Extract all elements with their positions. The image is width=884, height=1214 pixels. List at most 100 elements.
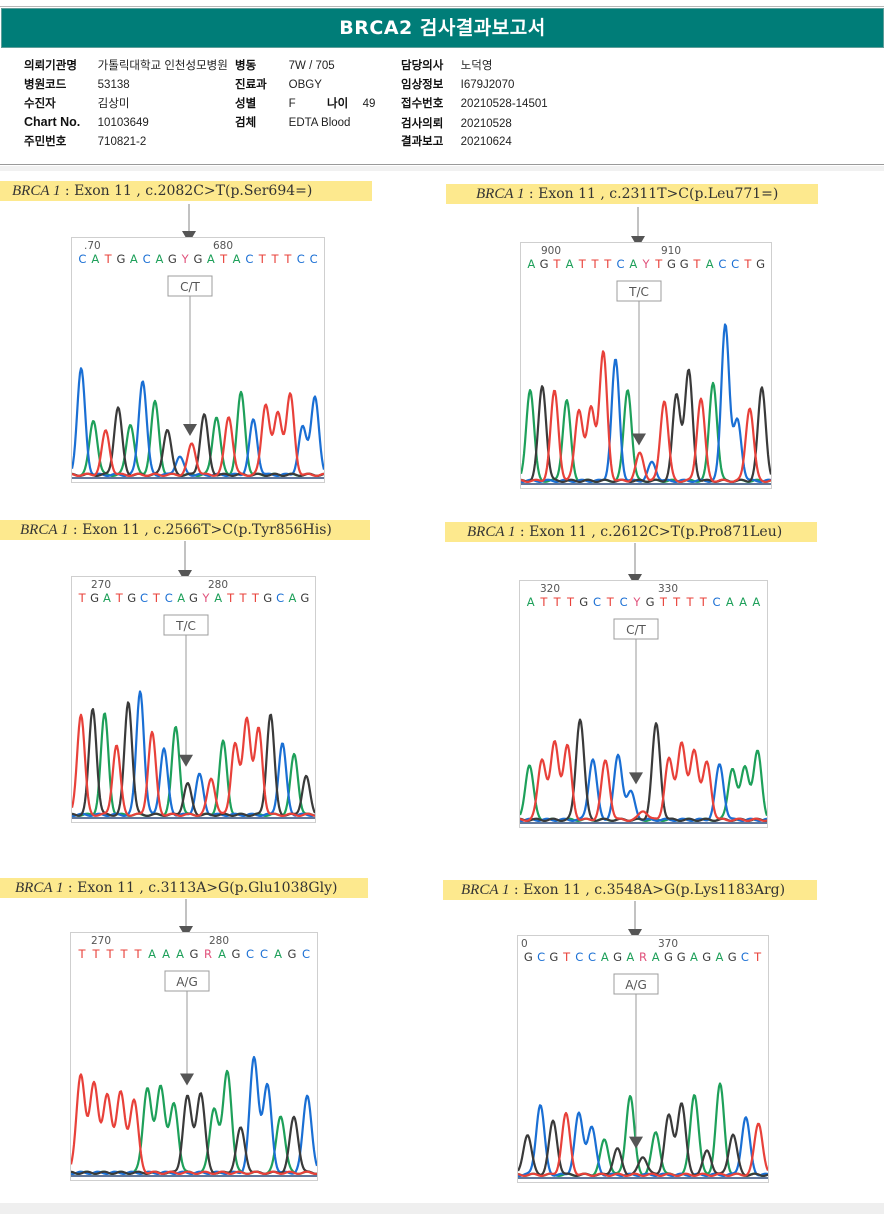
position-tick-label: 280 <box>209 935 229 947</box>
field-label: 병동 <box>235 58 257 72</box>
base-call-letter: G <box>549 950 558 964</box>
base-call-letter: G <box>702 950 711 964</box>
position-tick-label: 270 <box>91 579 111 591</box>
variant-description: : Exon 11 , c.2311T>C(p.Leu771=) <box>524 186 779 202</box>
base-call-letter: G <box>263 591 272 605</box>
base-call-letter: T <box>226 591 235 605</box>
base-call-letter: A <box>207 252 215 266</box>
base-call-letter: T <box>539 595 548 609</box>
field-label: 진료과 <box>235 77 267 91</box>
base-call-letter: C <box>165 591 173 605</box>
base-call-letter: T <box>699 595 708 609</box>
base-call-letter: G <box>300 591 309 605</box>
field-value: 53138 <box>97 79 130 91</box>
field-value: 7W / 705 <box>288 60 335 72</box>
variant-description: : Exon 11 , c.2566T>C(p.Tyr856His) <box>68 522 332 538</box>
base-call-letter: G <box>728 950 737 964</box>
trace-C <box>70 1055 319 1175</box>
info-divider-shadow <box>0 166 884 171</box>
field-value: 10103649 <box>97 117 149 129</box>
base-call-letter: C <box>741 950 749 964</box>
base-call-letter: T <box>566 595 575 609</box>
base-call-letter: T <box>115 591 124 605</box>
base-call-letter: A <box>214 591 222 605</box>
base-call-letter: A <box>566 257 574 271</box>
variant-caption: BRCA 1 : Exon 11 , c.3548A>G(p.Lys1183Ar… <box>443 880 817 900</box>
base-call-letter: T <box>591 257 600 271</box>
variant-caption: BRCA 1 : Exon 11 , c.2311T>C(p.Leu771=) <box>446 184 818 204</box>
trace-T <box>519 740 768 822</box>
field-sex: 성별 F <box>235 95 296 111</box>
field-label: 검체 <box>235 115 257 129</box>
base-call-letter: A <box>690 950 698 964</box>
base-call-letter: G <box>664 950 673 964</box>
field-label: 나이 <box>327 96 349 110</box>
base-call-letter: A <box>652 950 660 964</box>
base-call-letter: G <box>540 257 549 271</box>
base-call-letter: A <box>629 257 637 271</box>
base-call-letter: A <box>162 947 170 961</box>
base-call-letter: C <box>302 947 310 961</box>
field-value: EDTA Blood <box>288 117 351 129</box>
variant-arrow-icon <box>629 772 643 785</box>
base-call-letter: A <box>626 950 634 964</box>
base-call-letter: G <box>127 591 136 605</box>
position-tick-label: 370 <box>658 938 678 950</box>
base-call-letter: Y <box>201 591 210 605</box>
field-test-request-date: 검사의뢰 20210528 <box>401 115 512 131</box>
base-call-letter: G <box>232 947 241 961</box>
variant-caption: BRCA 1 : Exon 11 , c.2566T>C(p.Tyr856His… <box>0 520 370 540</box>
field-hospital-code: 병원코드 53138 <box>24 76 130 92</box>
base-call-letter: G <box>116 252 125 266</box>
base-call-letter: T <box>152 591 161 605</box>
base-call-letter: Y <box>641 257 650 271</box>
base-call-letter: C <box>588 950 596 964</box>
variant-gene: BRCA 1 <box>467 524 516 540</box>
field-label: 담당의사 <box>401 58 444 72</box>
field-label: 임상정보 <box>401 77 444 91</box>
base-call-letter: A <box>148 947 156 961</box>
field-requesting-institution: 의뢰기관명 가톨릭대학교 인천성모병원 <box>24 57 228 73</box>
base-call-letter: T <box>78 591 87 605</box>
base-call-letter: A <box>726 595 734 609</box>
base-call-letter: C <box>537 950 545 964</box>
position-tick-label: 910 <box>661 245 681 257</box>
base-call-letter: A <box>527 595 535 609</box>
base-call-letter: C <box>260 947 268 961</box>
field-value: 가톨릭대학교 인천성모병원 <box>97 60 228 72</box>
field-value: 김상미 <box>97 98 130 110</box>
base-call-letter: C <box>310 252 318 266</box>
position-tick-label: 330 <box>658 583 678 595</box>
base-call-letter: T <box>578 257 587 271</box>
base-call-letter: C <box>731 257 739 271</box>
field-value: 노덕영 <box>460 60 493 72</box>
base-call-letter: T <box>238 591 247 605</box>
base-call-letter: T <box>104 252 113 266</box>
variant-description: : Exon 11 , c.3113A>G(p.Glu1038Gly) <box>63 880 338 896</box>
base-call-letter: A <box>289 591 297 605</box>
field-value: 20210528-14501 <box>460 98 548 110</box>
base-call-letter: G <box>756 257 765 271</box>
base-call-letter: C <box>245 252 253 266</box>
base-call-letter: T <box>743 257 752 271</box>
genotype-call-label: T/C <box>628 285 649 299</box>
base-call-letter: R <box>204 947 212 961</box>
trace-T <box>70 713 316 817</box>
trace-G <box>70 1092 318 1175</box>
base-call-letter: T <box>105 947 114 961</box>
trace-T <box>517 1111 770 1177</box>
trace-T <box>69 1073 318 1175</box>
variant-arrow-icon <box>183 424 197 437</box>
genotype-call-label: T/C <box>175 619 196 633</box>
variant-caption: BRCA 1 : Exon 11 , c.3113A>G(p.Glu1038Gl… <box>0 878 368 898</box>
base-call-letter: A <box>706 257 714 271</box>
window-top-border <box>0 0 884 7</box>
position-tick-label: .70 <box>84 240 101 252</box>
field-value: 49 <box>362 98 376 110</box>
base-call-letter: C <box>617 257 625 271</box>
chromatogram-chart: 270 280 T G A T G C T C A G Y A T T T G C A G T/C <box>70 576 317 823</box>
variant-gene: BRCA 1 <box>12 183 61 199</box>
base-call-letter: A <box>233 252 241 266</box>
